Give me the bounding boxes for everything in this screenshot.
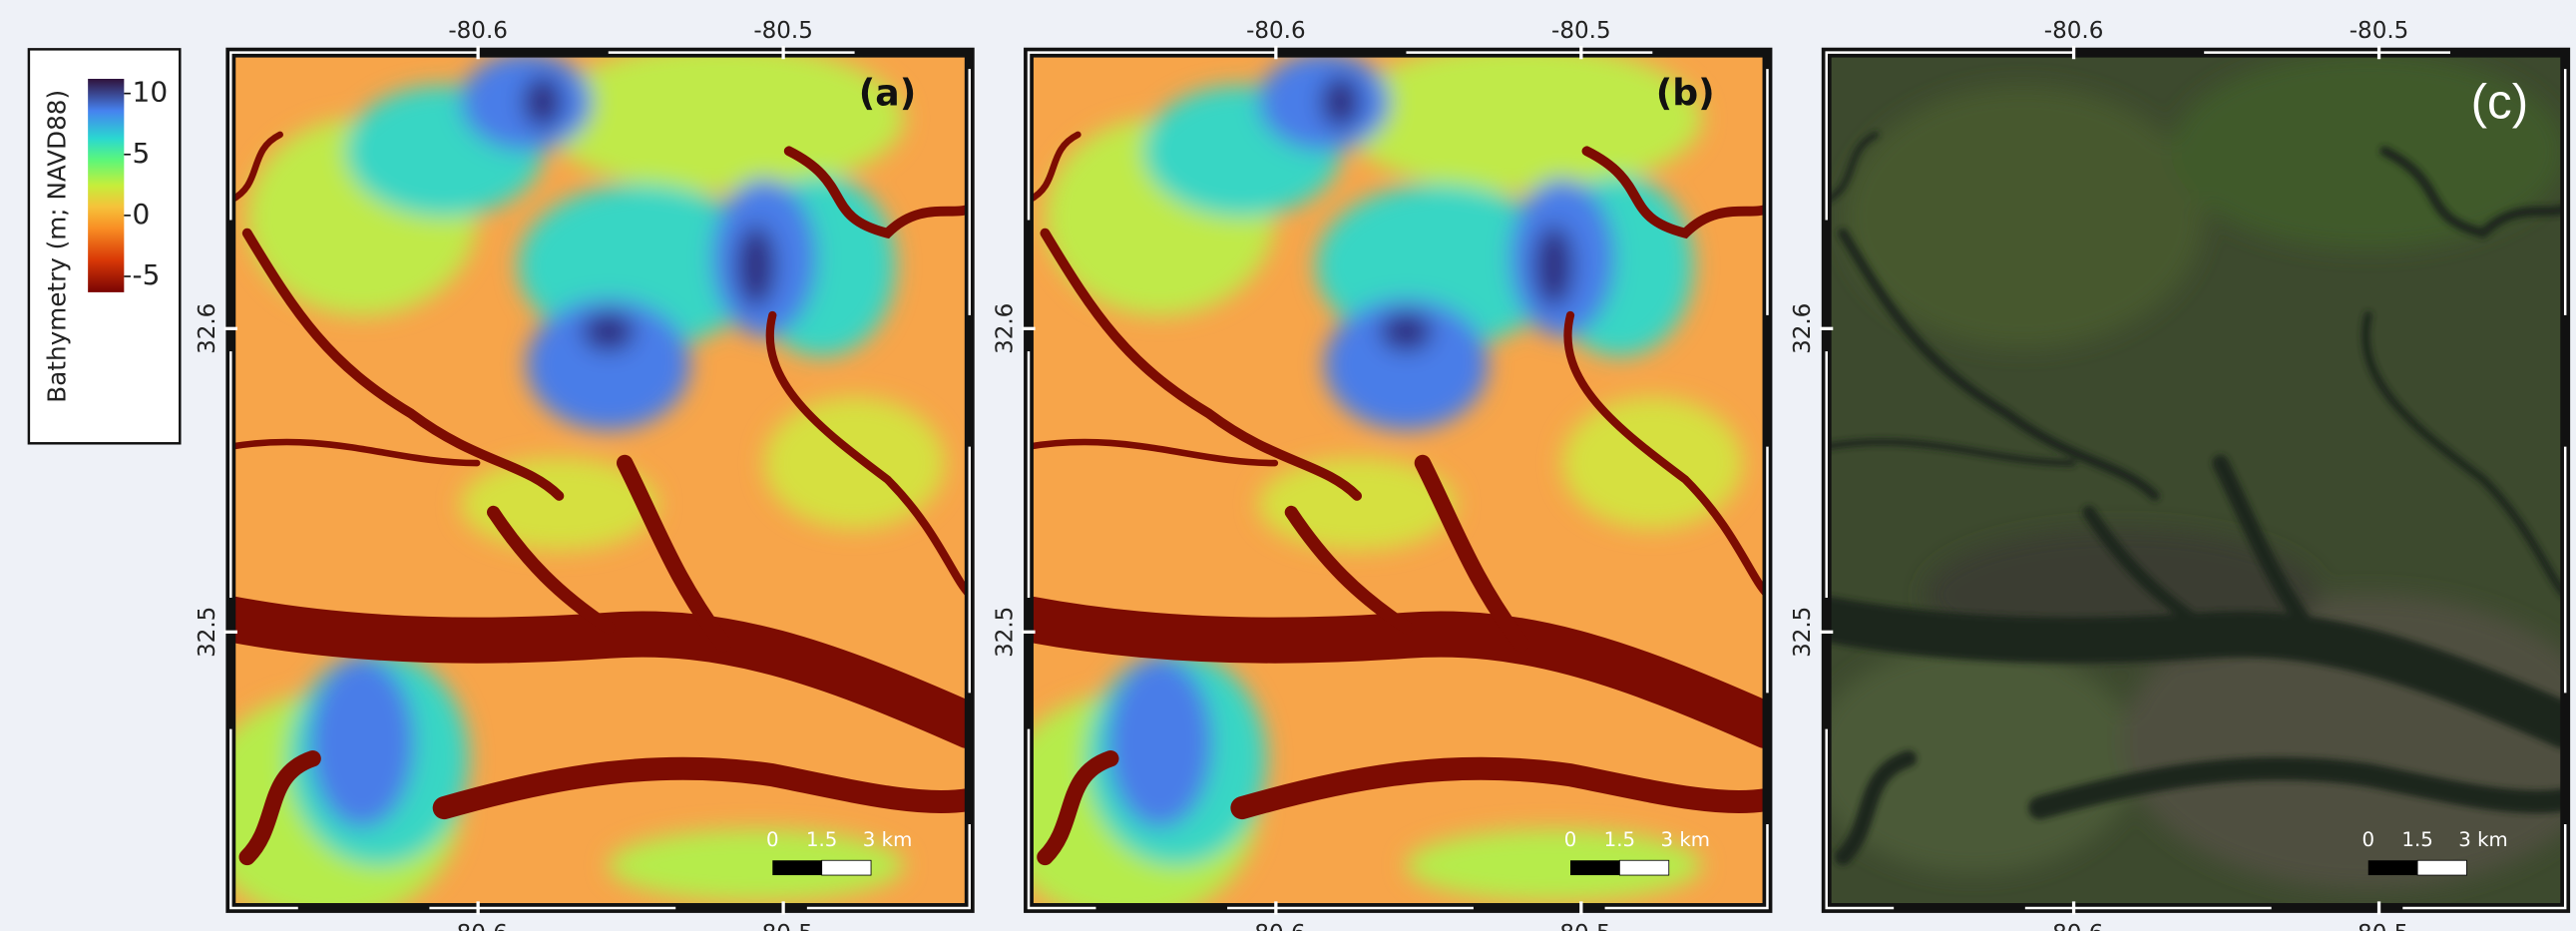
- scale-bar-black: [1570, 860, 1619, 875]
- scale-bar-label: 1.5: [806, 828, 837, 851]
- lon-tick-label: -80.6: [2044, 18, 2104, 44]
- lon-tick-label: -80.5: [2350, 921, 2409, 931]
- panel-label: (a): [859, 71, 917, 114]
- scale-bar-label: 3 km: [2458, 828, 2507, 851]
- map-panel: (a) -80.6 -80.6 -80.5 -80.5 32.6 32.5 0 1.5 3 km: [195, 18, 970, 931]
- map-content: [1810, 53, 2576, 908]
- map-panel: (c) -80.6 -80.6 -80.5 -80.5 32.6 32.5 0 1.5 3 km: [1790, 18, 2576, 931]
- lat-tick-label: 32.6: [195, 303, 220, 354]
- scale-bar-black: [2368, 860, 2417, 875]
- colorbar-label: Bathymetry (m; NAVD88): [43, 90, 72, 403]
- lon-tick-label: -80.5: [1551, 18, 1611, 44]
- lon-tick-label: -80.6: [2044, 921, 2104, 931]
- colorbar-tick-label: -5: [133, 258, 161, 291]
- colorbar-tick-label: 10: [133, 76, 169, 109]
- figure: Bathymetry (m; NAVD88) 10 5 0 -5 (a) -80.6 -8…: [0, 0, 2576, 931]
- lon-tick-label: -80.5: [2350, 18, 2409, 44]
- lat-tick-label: 32.6: [992, 303, 1018, 354]
- lon-tick-label: -80.6: [1246, 921, 1306, 931]
- map-panel: (b) -80.6 -80.6 -80.5 -80.5 32.6 32.5 0 1.5 3 km: [992, 18, 1767, 931]
- lon-tick-label: -80.6: [448, 921, 508, 931]
- scale-bar-label: 1.5: [2401, 828, 2432, 851]
- lat-tick-label: 32.5: [992, 607, 1018, 658]
- scale-bar-white: [822, 860, 871, 875]
- scale-bar-white: [1619, 860, 1668, 875]
- map-content: [198, 44, 969, 922]
- lon-tick-label: -80.6: [1246, 18, 1306, 44]
- lon-tick-label: -80.5: [753, 18, 813, 44]
- colorbar: [88, 79, 124, 292]
- scale-bar-label: 1.5: [1604, 828, 1635, 851]
- lon-tick-label: -80.5: [1551, 921, 1611, 931]
- lat-tick-label: 32.5: [195, 607, 220, 658]
- scale-bar-white: [2417, 860, 2466, 875]
- panel-label: (b): [1656, 71, 1715, 114]
- scale-bar-label: 0: [766, 828, 779, 851]
- lon-tick-label: -80.5: [753, 921, 813, 931]
- scale-bar-label: 0: [2361, 828, 2374, 851]
- colorbar-tick-label: 0: [133, 198, 151, 231]
- map-content: [996, 44, 1767, 922]
- panels: (a)-80.6-80.6-80.5-80.532.632.501.53 km(…: [195, 18, 2576, 931]
- panel-label: (c): [2471, 74, 2529, 129]
- colorbar-tick-label: 5: [133, 137, 151, 170]
- colorbar-legend: Bathymetry (m; NAVD88) 10 5 0 -5: [29, 49, 180, 443]
- scale-bar-label: 0: [1564, 828, 1577, 851]
- scale-bar-black: [772, 860, 821, 875]
- scale-bar-label: 3 km: [1661, 828, 1710, 851]
- lon-tick-label: -80.6: [448, 18, 508, 44]
- lat-tick-label: 32.6: [1790, 303, 1816, 354]
- scale-bar-label: 3 km: [863, 828, 912, 851]
- lat-tick-label: 32.5: [1790, 607, 1816, 658]
